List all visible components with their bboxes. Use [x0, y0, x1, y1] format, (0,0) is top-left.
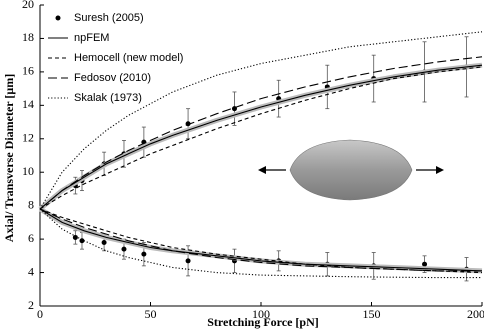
legend-label: Fedosov (2010)	[74, 72, 151, 84]
legend-label: Suresh (2005)	[74, 12, 144, 24]
confidence-band	[38, 206, 483, 274]
data-point	[72, 234, 78, 240]
confidence-band	[38, 62, 483, 211]
y-tick-label: 12	[22, 131, 34, 145]
data-point	[121, 246, 127, 252]
data-point	[101, 239, 107, 245]
series-line	[39, 31, 483, 210]
y-tick-label: 4	[28, 264, 34, 278]
x-tick-label: 50	[145, 307, 157, 321]
y-axis-title: Axial/ Transverse Diameter [μm]	[2, 74, 16, 242]
series-line	[39, 208, 482, 272]
series-line	[39, 208, 482, 279]
legend-label: npFEM	[74, 32, 109, 44]
x-tick-label: 100	[252, 307, 270, 321]
x-tick-label: 150	[363, 307, 381, 321]
series-line	[39, 64, 483, 210]
y-tick-label: 20	[22, 0, 34, 11]
y-tick-label: 10	[22, 164, 34, 178]
y-tick-label: 6	[28, 231, 34, 245]
cell-illustration	[258, 139, 444, 201]
series-line	[39, 66, 483, 210]
series-line	[39, 56, 483, 210]
y-tick-label: 8	[28, 197, 34, 211]
y-tick-label: 18	[22, 30, 34, 44]
data-point	[185, 258, 191, 264]
legend-label: Skalak (1973)	[74, 92, 142, 104]
x-tick-label: 0	[37, 307, 43, 321]
legend-marker	[55, 15, 61, 21]
data-point	[422, 261, 428, 267]
data-point	[141, 251, 147, 257]
y-tick-label: 14	[22, 97, 34, 111]
y-tick-label: 16	[22, 64, 34, 78]
x-axis-title: Stretching Force [pN]	[207, 315, 319, 329]
series-line	[39, 208, 483, 272]
legend-label: Hemocell (new model)	[74, 52, 183, 64]
x-tick-label: 200	[467, 307, 484, 321]
y-tick-label: 2	[28, 298, 34, 312]
